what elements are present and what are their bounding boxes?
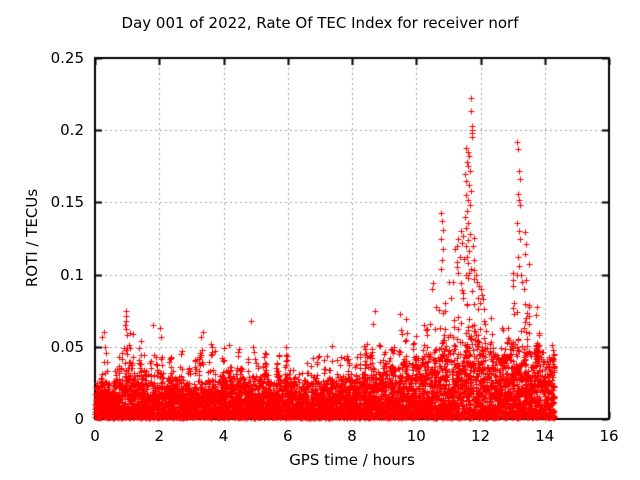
x-tick-label: 4 (218, 427, 229, 445)
x-tick-label: 2 (154, 427, 165, 445)
y-axis-label: ROTI / TECUs (23, 188, 41, 288)
chart-title: Day 001 of 2022, Rate Of TEC Index for r… (121, 14, 519, 32)
x-tick-label: 6 (282, 427, 293, 445)
x-tick-label: 10 (406, 427, 426, 445)
x-axis-label: GPS time / hours (289, 451, 415, 469)
y-tick-label: 0.15 (50, 193, 84, 212)
y-tick-label: 0.2 (60, 121, 84, 140)
x-tick-label: 8 (347, 427, 357, 445)
x-tick-label: 14 (535, 427, 555, 445)
x-tick-label: 0 (90, 427, 100, 445)
y-tick-label: 0.1 (60, 265, 84, 284)
x-tick-label: 16 (599, 427, 619, 445)
y-tick-label: 0 (74, 410, 84, 428)
y-tick-label: 0.25 (50, 49, 84, 67)
x-tick-label: 12 (470, 427, 491, 445)
y-tick-label: 0.05 (50, 337, 84, 356)
